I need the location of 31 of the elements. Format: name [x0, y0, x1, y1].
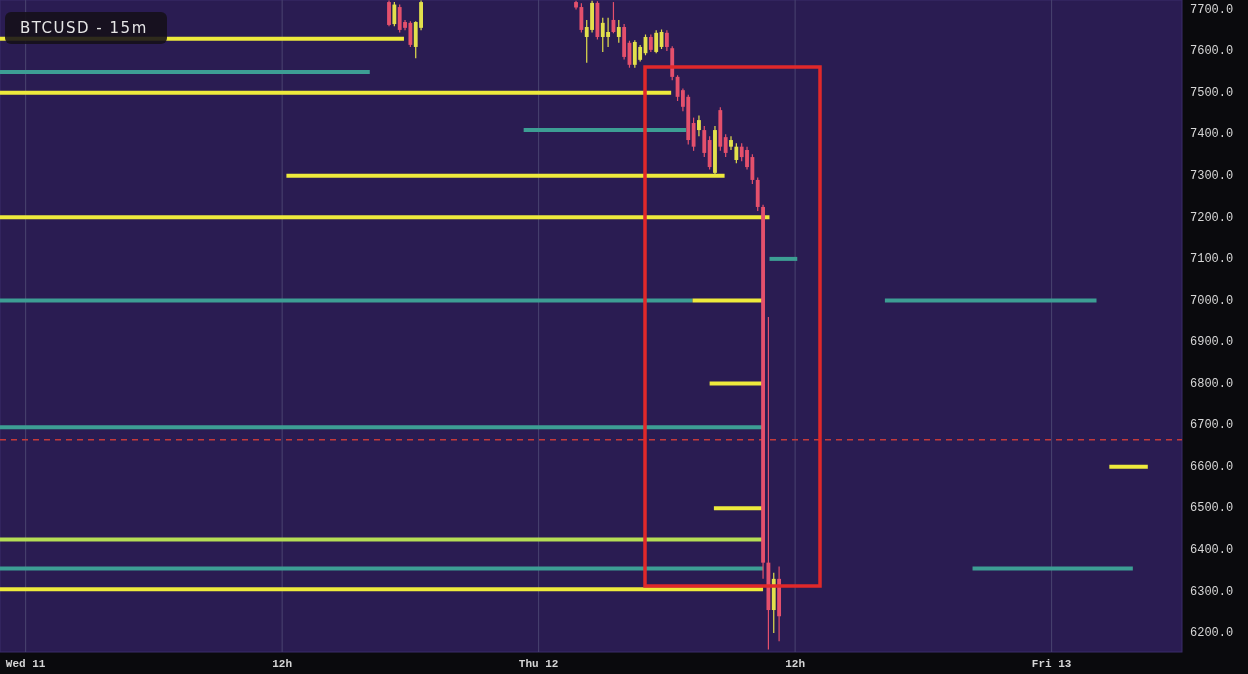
- x-tick-label: Thu 12: [518, 658, 559, 670]
- y-tick-label: 7300.0: [1190, 168, 1234, 183]
- candlestick: [664, 29, 669, 52]
- y-tick-label: 6400.0: [1190, 542, 1234, 557]
- y-tick-label: 7100.0: [1190, 252, 1234, 267]
- candlestick: [723, 133, 728, 158]
- y-tick-label: 7000.0: [1190, 293, 1234, 308]
- y-tick-label: 6600.0: [1190, 459, 1234, 474]
- y-tick-label: 6800.0: [1190, 376, 1234, 391]
- candlestick: [697, 114, 701, 137]
- y-tick-label: 6900.0: [1190, 335, 1234, 350]
- y-tick-label: 6500.0: [1190, 501, 1234, 516]
- x-tick-label: Fri 13: [1031, 658, 1072, 670]
- y-tick-label: 7700.0: [1190, 2, 1234, 17]
- candlestick: [654, 29, 659, 54]
- candlestick: [579, 2, 584, 34]
- y-tick-label: 6300.0: [1190, 584, 1234, 599]
- y-tick-label: 7400.0: [1190, 127, 1234, 142]
- candlestick: [702, 125, 707, 158]
- candlestick: [734, 142, 739, 164]
- x-tick-label: 12h: [785, 658, 806, 670]
- candlestick: [691, 117, 696, 152]
- text: BTCUSD - 15m: [20, 19, 148, 37]
- x-tick-label: 12h: [272, 658, 293, 670]
- y-tick-label: 6200.0: [1190, 626, 1234, 641]
- y-tick-label: 6700.0: [1190, 418, 1234, 433]
- y-tick-label: 7200.0: [1190, 210, 1234, 225]
- y-tick-label: 7500.0: [1190, 85, 1234, 100]
- y-tick-label: 7600.0: [1190, 44, 1234, 59]
- candlestick: [616, 19, 621, 44]
- x-tick-label: Wed 11: [5, 658, 46, 670]
